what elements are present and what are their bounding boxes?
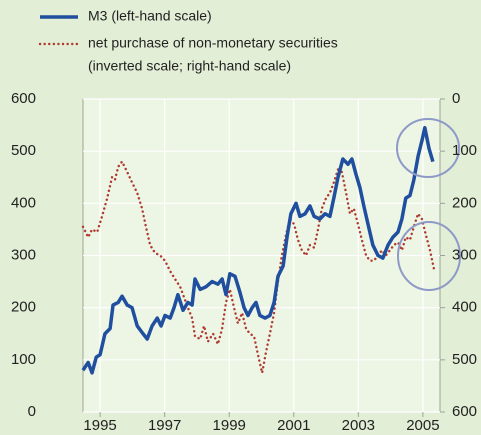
y2-tick-label: 200 bbox=[452, 194, 477, 211]
x-tick-label: 2005 bbox=[406, 417, 439, 434]
series-line bbox=[81, 125, 435, 375]
x-tick-label: 1995 bbox=[83, 417, 116, 434]
y-tick-label: 500 bbox=[11, 142, 36, 159]
legend-label: M3 (left-hand scale) bbox=[88, 8, 212, 24]
x-tick-label: 1999 bbox=[213, 417, 246, 434]
y-tick-label: 0 bbox=[28, 403, 36, 420]
highlight-circle bbox=[396, 118, 460, 178]
marks bbox=[81, 98, 440, 413]
y-tick-label: 200 bbox=[11, 299, 36, 316]
y2-tick-label: 500 bbox=[452, 351, 477, 368]
x-tick-label: 2001 bbox=[277, 417, 310, 434]
y2-tick-label: 0 bbox=[452, 90, 460, 107]
y2-tick-label: 300 bbox=[452, 246, 477, 263]
x-tick-label: 2003 bbox=[342, 417, 375, 434]
y-tick-label: 600 bbox=[11, 90, 36, 107]
y2-tick-label: 100 bbox=[452, 142, 477, 159]
y-tick-label: 300 bbox=[11, 246, 36, 263]
highlight-circle bbox=[397, 221, 461, 291]
y-tick-label: 400 bbox=[11, 194, 36, 211]
y2-tick-label: 400 bbox=[452, 299, 477, 316]
legend: M3 (left-hand scale) net purchase of non… bbox=[38, 8, 338, 74]
legend-label: net purchase of non-monetary securities bbox=[88, 35, 338, 51]
x-tick-label: 1997 bbox=[148, 417, 181, 434]
legend-subtext: (inverted scale; right-hand scale) bbox=[88, 58, 291, 74]
y2-tick-label: 600 bbox=[452, 403, 477, 420]
y-tick-label: 100 bbox=[11, 351, 36, 368]
